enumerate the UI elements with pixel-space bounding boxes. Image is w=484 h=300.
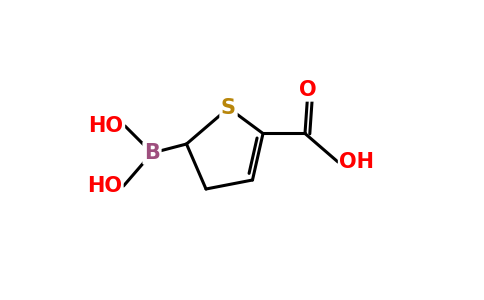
Text: S: S	[221, 98, 236, 118]
Text: B: B	[144, 143, 160, 163]
Text: OH: OH	[339, 152, 375, 172]
Text: HO: HO	[89, 116, 123, 136]
Text: HO: HO	[87, 176, 122, 196]
Text: O: O	[299, 80, 317, 100]
